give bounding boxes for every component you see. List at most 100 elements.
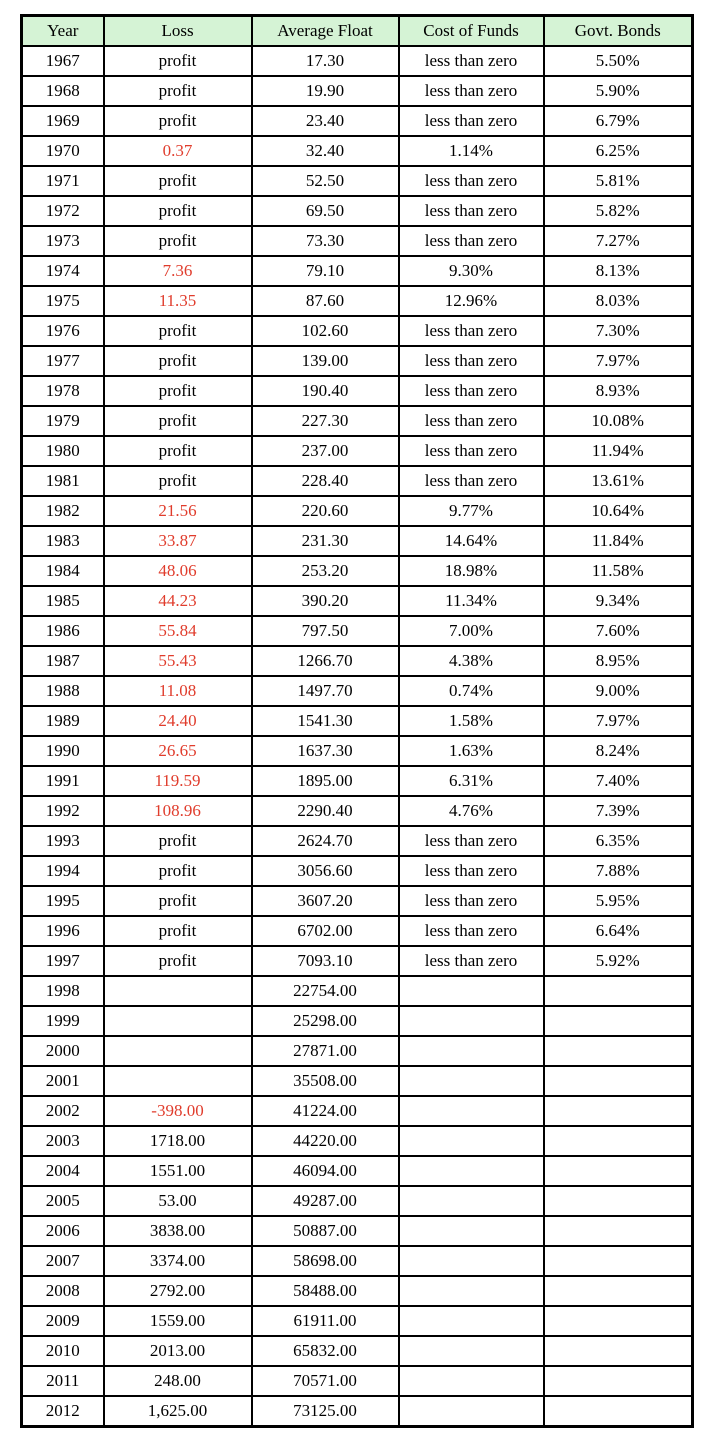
cell-year: 1993 [20, 825, 105, 857]
cell-avg-float: 61911.00 [250, 1305, 400, 1337]
cell-year: 1986 [20, 615, 105, 647]
cell-year: 1979 [20, 405, 105, 437]
table-row: 1991 119.59 1895.00 6.31% 7.40% [20, 765, 694, 797]
cell-avg-float: 102.60 [250, 315, 400, 347]
cell-cost-of-funds: less than zero [397, 855, 545, 887]
cell-year: 1985 [20, 585, 105, 617]
cell-year: 1989 [20, 705, 105, 737]
table-row: 1977 profit 139.00 less than zero 7.97% [20, 345, 694, 377]
cell-avg-float: 227.30 [250, 405, 400, 437]
cell-avg-float: 73.30 [250, 225, 400, 257]
table-row: 2005 53.00 49287.00 [20, 1185, 694, 1217]
cell-year: 2007 [20, 1245, 105, 1277]
cell-avg-float: 139.00 [250, 345, 400, 377]
cell-govt-bonds: 6.25% [542, 135, 694, 167]
cell-govt-bonds: 7.97% [542, 705, 694, 737]
table-row: 1979 profit 227.30 less than zero 10.08% [20, 405, 694, 437]
cell-avg-float: 35508.00 [250, 1065, 400, 1097]
cell-govt-bonds: 5.90% [542, 75, 694, 107]
cell-govt-bonds: 8.13% [542, 255, 694, 287]
table-row: 1999 25298.00 [20, 1005, 694, 1037]
cell-year: 1971 [20, 165, 105, 197]
table-row: 1998 22754.00 [20, 975, 694, 1007]
cell-govt-bonds: 7.30% [542, 315, 694, 347]
cell-year: 1972 [20, 195, 105, 227]
cell-year: 1976 [20, 315, 105, 347]
cell-cost-of-funds [397, 1035, 545, 1067]
table-row: 1996 profit 6702.00 less than zero 6.64% [20, 915, 694, 947]
cell-avg-float: 228.40 [250, 465, 400, 497]
cell-govt-bonds [542, 1215, 694, 1247]
table-row: 1993 profit 2624.70 less than zero 6.35% [20, 825, 694, 857]
cell-avg-float: 44220.00 [250, 1125, 400, 1157]
cell-cost-of-funds [397, 1305, 545, 1337]
cell-year: 2000 [20, 1035, 105, 1067]
cell-avg-float: 69.50 [250, 195, 400, 227]
cell-govt-bonds [542, 1095, 694, 1127]
cell-cost-of-funds: 9.77% [397, 495, 545, 527]
cell-cost-of-funds [397, 1095, 545, 1127]
cell-loss: profit [102, 195, 253, 227]
cell-govt-bonds: 7.27% [542, 225, 694, 257]
cell-avg-float: 27871.00 [250, 1035, 400, 1067]
cell-avg-float: 32.40 [250, 135, 400, 167]
table-row: 2010 2013.00 65832.00 [20, 1335, 694, 1367]
cell-cost-of-funds: 1.63% [397, 735, 545, 767]
cell-cost-of-funds [397, 1335, 545, 1367]
cell-cost-of-funds [397, 1005, 545, 1037]
cell-cost-of-funds: 18.98% [397, 555, 545, 587]
cell-cost-of-funds: less than zero [397, 375, 545, 407]
table-row: 2004 1551.00 46094.00 [20, 1155, 694, 1187]
cell-loss: 1,625.00 [102, 1395, 253, 1428]
cell-year: 2008 [20, 1275, 105, 1307]
cell-avg-float: 7093.10 [250, 945, 400, 977]
cell-cost-of-funds: less than zero [397, 165, 545, 197]
table-body: 1967 profit 17.30 less than zero 5.50% 1968 pr… [20, 45, 694, 1428]
cell-cost-of-funds [397, 1065, 545, 1097]
cell-loss: 3838.00 [102, 1215, 253, 1247]
table-row: 1976 profit 102.60 less than zero 7.30% [20, 315, 694, 347]
table-row: 1973 profit 73.30 less than zero 7.27% [20, 225, 694, 257]
cell-govt-bonds: 10.64% [542, 495, 694, 527]
cell-loss: -398.00 [102, 1095, 253, 1127]
column-header-year: Year [20, 14, 105, 47]
cell-govt-bonds [542, 1035, 694, 1067]
cell-cost-of-funds: 14.64% [397, 525, 545, 557]
column-header-average-float: Average Float [250, 14, 400, 47]
cell-cost-of-funds: less than zero [397, 105, 545, 137]
cell-year: 1970 [20, 135, 105, 167]
cell-loss [102, 975, 253, 1007]
cell-cost-of-funds: 12.96% [397, 285, 545, 317]
cell-loss: profit [102, 45, 253, 77]
cell-govt-bonds: 10.08% [542, 405, 694, 437]
cell-year: 1977 [20, 345, 105, 377]
cell-loss: 11.35 [102, 285, 253, 317]
cell-avg-float: 23.40 [250, 105, 400, 137]
table-row: 1970 0.37 32.40 1.14% 6.25% [20, 135, 694, 167]
cell-year: 1981 [20, 465, 105, 497]
cell-year: 1967 [20, 45, 105, 77]
cell-cost-of-funds: less than zero [397, 945, 545, 977]
cell-govt-bonds: 5.82% [542, 195, 694, 227]
cell-year: 1996 [20, 915, 105, 947]
cell-avg-float: 25298.00 [250, 1005, 400, 1037]
cell-govt-bonds [542, 1275, 694, 1307]
cell-avg-float: 41224.00 [250, 1095, 400, 1127]
cell-avg-float: 19.90 [250, 75, 400, 107]
cell-year: 2004 [20, 1155, 105, 1187]
cell-govt-bonds [542, 1335, 694, 1367]
cell-loss [102, 1005, 253, 1037]
cell-govt-bonds [542, 1155, 694, 1187]
table-row: 2001 35508.00 [20, 1065, 694, 1097]
cell-year: 1969 [20, 105, 105, 137]
cell-avg-float: 49287.00 [250, 1185, 400, 1217]
cell-loss: 2013.00 [102, 1335, 253, 1367]
cell-govt-bonds: 13.61% [542, 465, 694, 497]
cell-year: 1982 [20, 495, 105, 527]
cell-loss: 3374.00 [102, 1245, 253, 1277]
table-row: 1990 26.65 1637.30 1.63% 8.24% [20, 735, 694, 767]
cell-govt-bonds: 11.94% [542, 435, 694, 467]
cell-govt-bonds: 9.34% [542, 585, 694, 617]
cell-loss: 1551.00 [102, 1155, 253, 1187]
table-row: 1989 24.40 1541.30 1.58% 7.97% [20, 705, 694, 737]
